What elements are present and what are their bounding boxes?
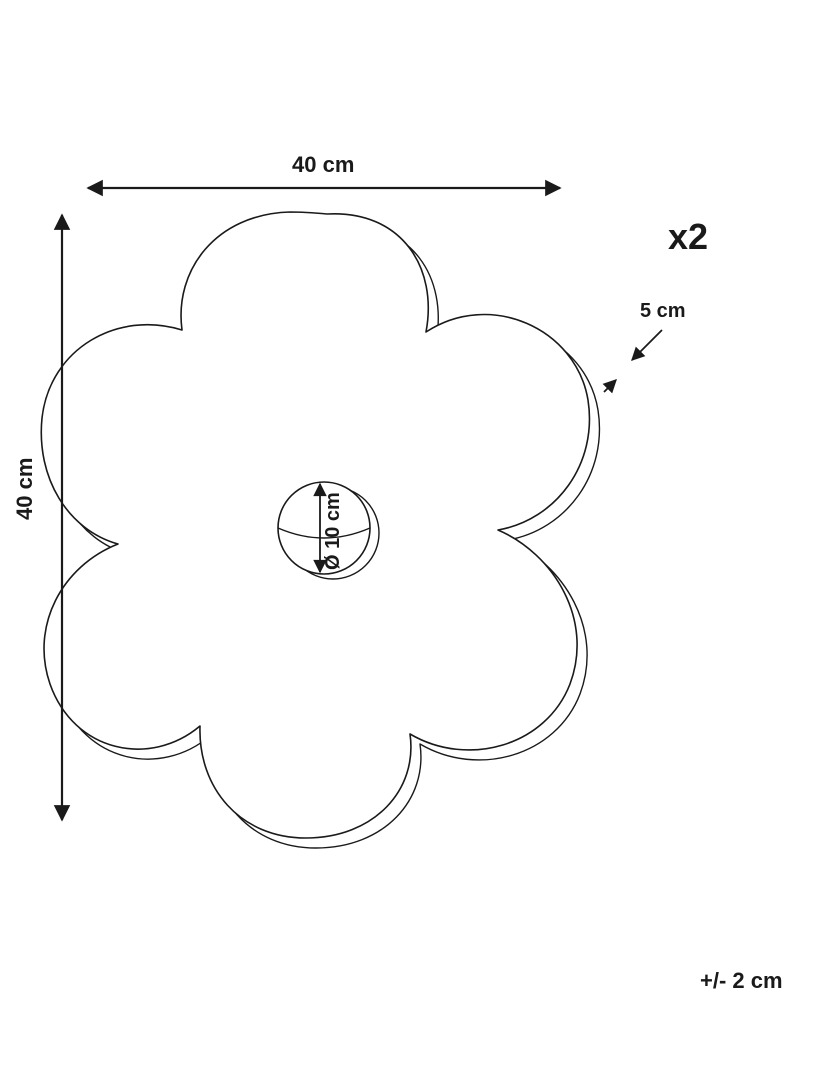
quantity-label: x2 [668,216,708,258]
tolerance-label: +/- 2 cm [700,968,783,994]
width-label: 40 cm [292,152,354,178]
diagram-container: 40 cm 40 cm 5 cm Ø 10 cm x2 +/- 2 cm [0,0,830,1080]
center-diameter-label: Ø 10 cm [322,492,345,570]
diagram-svg [0,0,830,1080]
height-label: 40 cm [12,458,38,520]
thickness-arrow-outer [632,330,662,360]
thickness-arrow-inner [604,380,616,392]
thickness-label: 5 cm [640,300,686,323]
